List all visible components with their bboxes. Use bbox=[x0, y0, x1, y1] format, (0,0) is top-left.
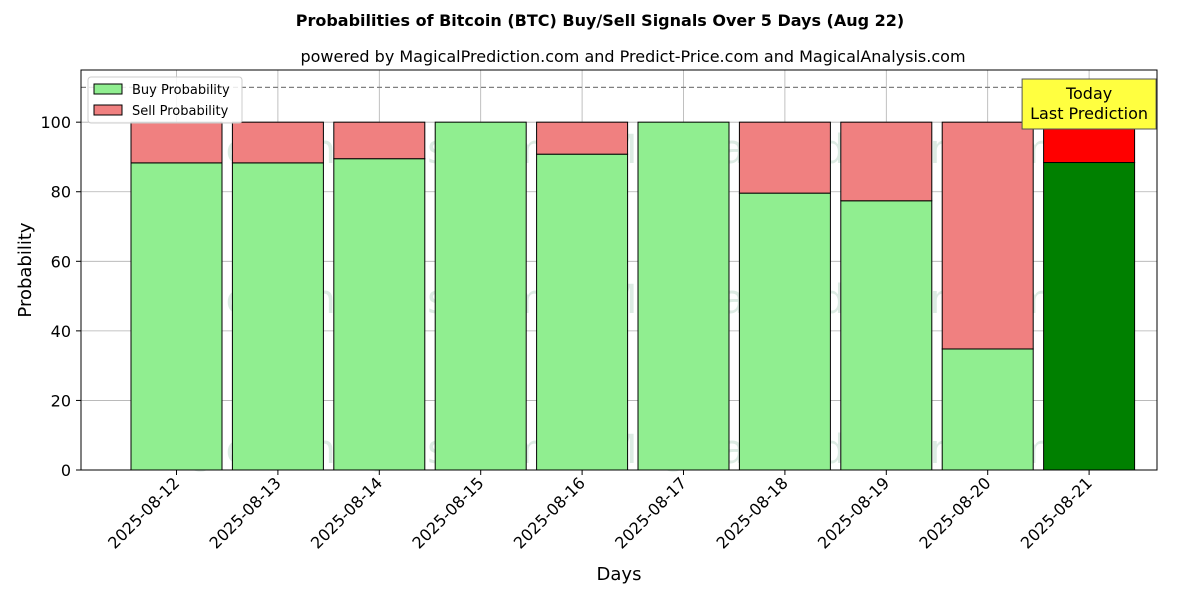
legend-swatch bbox=[93, 104, 123, 116]
buy-bar bbox=[941, 348, 1034, 471]
y-tick-label: 20 bbox=[51, 391, 71, 410]
bars bbox=[130, 121, 1136, 471]
legend-label: Sell Probability bbox=[132, 104, 229, 119]
annotation-text: Today bbox=[1065, 84, 1112, 103]
sell-bar bbox=[536, 121, 629, 155]
legend-swatch bbox=[93, 83, 123, 95]
x-tick-label: 2025-08-20 bbox=[915, 473, 994, 552]
sell-bar bbox=[840, 121, 933, 202]
x-axis-label: Days bbox=[597, 564, 642, 585]
buy-bar bbox=[333, 158, 426, 471]
y-axis: 0 20 40 60 80 100 bbox=[40, 113, 81, 480]
buy-bar bbox=[840, 200, 933, 471]
x-tick-label: 2025-08-14 bbox=[307, 473, 386, 552]
x-tick-label: 2025-08-19 bbox=[814, 473, 893, 552]
x-tick-label: 2025-08-21 bbox=[1017, 473, 1096, 552]
buy-bar bbox=[434, 121, 527, 471]
y-tick-label: 100 bbox=[40, 113, 71, 132]
y-tick-label: 80 bbox=[51, 183, 71, 202]
y-tick-label: 0 bbox=[61, 461, 71, 480]
x-axis: 2025-08-12 2025-08-13 2025-08-14 2025-08-15… bbox=[104, 470, 1096, 553]
buy-bar bbox=[738, 192, 831, 471]
buy-bar bbox=[231, 162, 324, 471]
x-tick-label: 2025-08-16 bbox=[510, 473, 589, 552]
buy-bar bbox=[130, 162, 223, 471]
sell-bar bbox=[738, 121, 831, 194]
x-tick-label: 2025-08-13 bbox=[206, 473, 285, 552]
sell-bar bbox=[231, 121, 324, 164]
chart-title: Probabilities of Bitcoin (BTC) Buy/Sell … bbox=[296, 11, 905, 30]
y-axis-label: Probability bbox=[15, 222, 36, 317]
buy-bar bbox=[637, 121, 730, 471]
y-tick-label: 40 bbox=[51, 322, 71, 341]
y-tick-label: 60 bbox=[51, 252, 71, 271]
legend-frame bbox=[87, 76, 243, 124]
annotation-box bbox=[1021, 78, 1157, 130]
sell-bar bbox=[130, 121, 223, 164]
x-tick-label: 2025-08-12 bbox=[104, 473, 183, 552]
sell-bar bbox=[941, 121, 1034, 350]
buy-bar bbox=[1043, 162, 1136, 471]
x-tick-label: 2025-08-17 bbox=[611, 473, 690, 552]
legend: Buy Probability Sell Probability bbox=[87, 76, 243, 124]
sell-bar bbox=[333, 121, 426, 160]
annotation-text: Last Prediction bbox=[1030, 104, 1148, 123]
x-tick-label: 2025-08-15 bbox=[408, 473, 487, 552]
buy-bar bbox=[536, 153, 629, 471]
x-tick-label: 2025-08-18 bbox=[713, 473, 792, 552]
legend-label: Buy Probability bbox=[132, 83, 230, 98]
plot-frame bbox=[80, 69, 1158, 471]
chart-subtitle: powered by MagicalPrediction.com and Pre… bbox=[300, 47, 965, 66]
